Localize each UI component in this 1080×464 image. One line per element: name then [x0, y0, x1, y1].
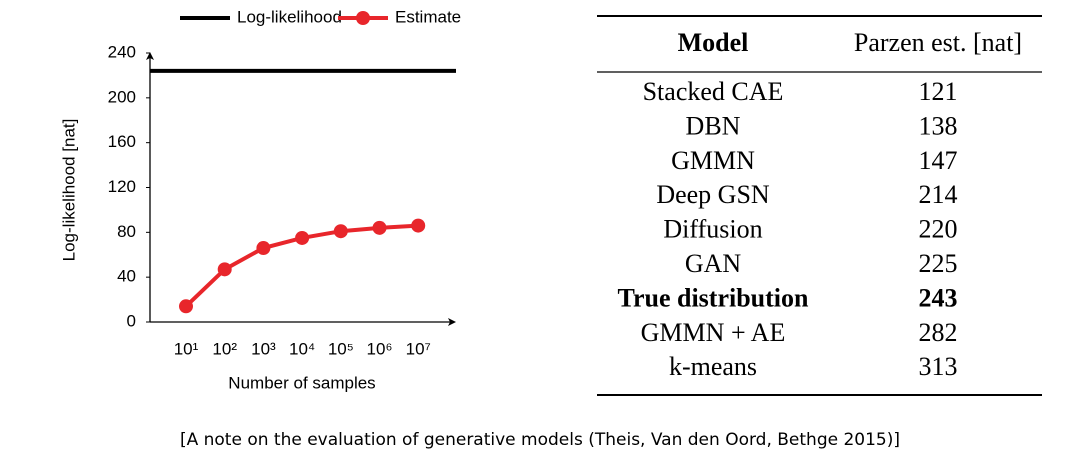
table-cell: 138 — [919, 111, 958, 140]
table-cell: 214 — [919, 180, 958, 209]
x-axis-label: Number of samples — [228, 373, 375, 392]
legend-swatch-point — [356, 11, 370, 25]
x-tick-label: 10⁶ — [367, 339, 393, 358]
legend-label: Log-likelihood — [237, 7, 342, 26]
point — [256, 241, 271, 256]
table-cell: 313 — [919, 352, 958, 381]
table-cell: GMMN — [671, 146, 755, 175]
table-cell: 121 — [919, 77, 958, 106]
y-tick-label: 0 — [127, 311, 136, 330]
table-cell: Diffusion — [663, 215, 762, 244]
point — [411, 218, 426, 233]
table-cell: 282 — [919, 318, 958, 347]
table-cell: Stacked CAE — [643, 77, 784, 106]
table-cell: k-means — [669, 352, 757, 381]
x-tick-label: 10¹ — [174, 339, 199, 358]
y-tick-label: 240 — [108, 42, 136, 61]
table-cell: True distribution — [618, 283, 809, 312]
table-cell: GAN — [685, 249, 742, 278]
x-tick-label: 10³ — [251, 339, 276, 358]
x-tick-label: 10⁴ — [289, 339, 315, 358]
table-cell: Deep GSN — [656, 180, 770, 209]
y-tick-label: 40 — [117, 267, 136, 286]
point — [372, 220, 387, 235]
point — [179, 299, 193, 314]
table-cell: 243 — [919, 283, 958, 312]
x-tick-label: 10⁵ — [328, 339, 354, 358]
table-header: Parzen est. [nat] — [854, 28, 1022, 57]
caption: [A note on the evaluation of generative … — [180, 430, 900, 450]
y-axis-label: Log-likelihood [nat] — [59, 119, 78, 262]
point — [333, 224, 348, 239]
x-tick-label: 10⁷ — [406, 339, 431, 358]
table-cell: DBN — [686, 111, 741, 140]
table-header: Model — [678, 28, 749, 57]
x-tick-label: 10² — [212, 339, 237, 358]
y-axis-arrow — [146, 52, 154, 60]
table-cell: 220 — [919, 215, 958, 244]
table-cell: 147 — [919, 146, 958, 175]
y-tick-label: 120 — [108, 177, 136, 196]
point — [295, 230, 310, 245]
table-cell: GMMN + AE — [641, 318, 786, 347]
point — [217, 262, 232, 277]
table-cell: 225 — [919, 249, 958, 278]
x-axis-arrow — [448, 318, 456, 326]
y-tick-label: 160 — [108, 132, 136, 151]
y-tick-label: 200 — [108, 87, 136, 106]
y-tick-label: 80 — [117, 222, 136, 241]
legend-label: Estimate — [395, 7, 461, 26]
